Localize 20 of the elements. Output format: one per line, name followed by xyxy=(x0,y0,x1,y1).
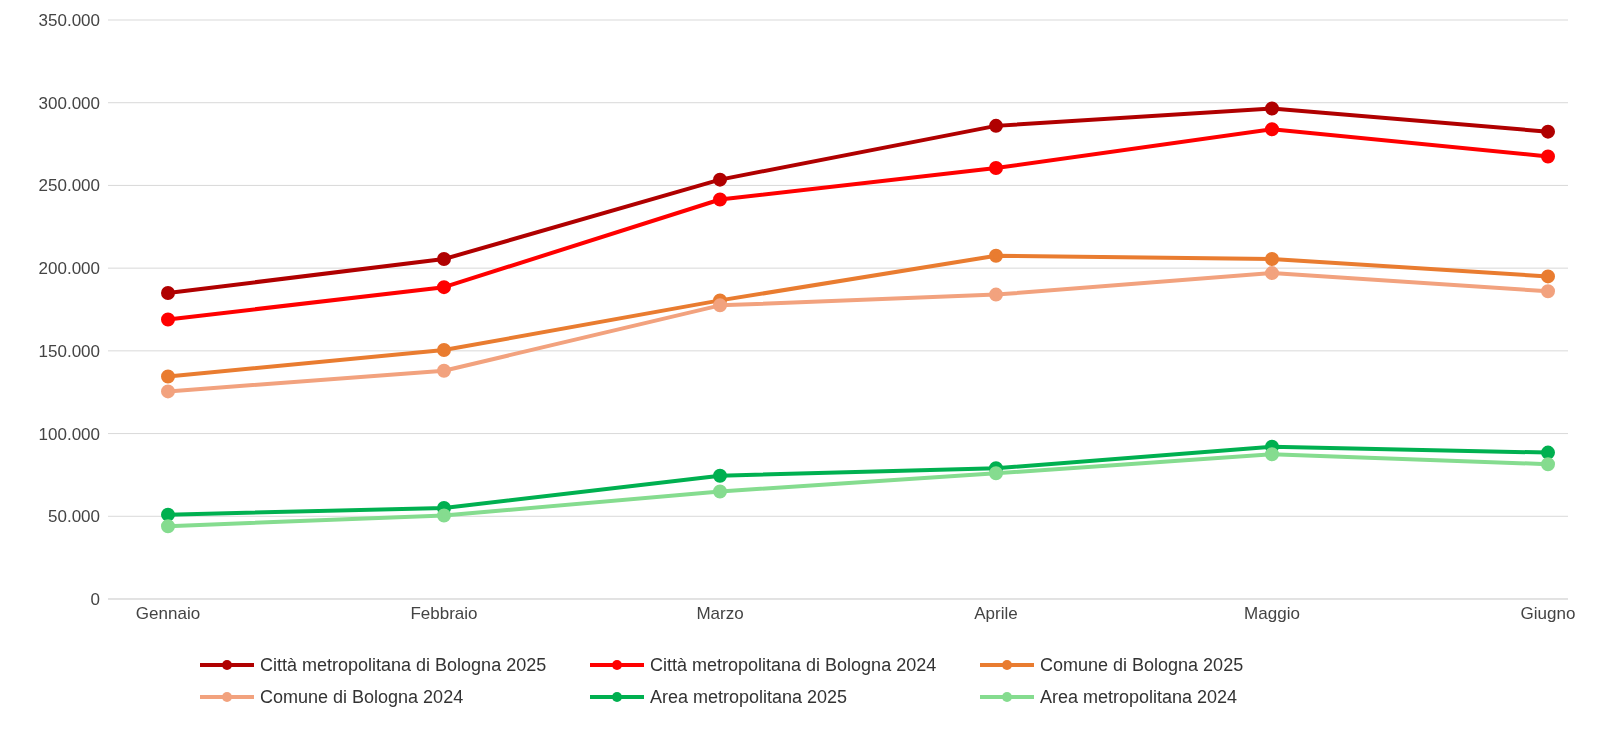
legend-label: Comune di Bologna 2024 xyxy=(260,686,464,709)
x-tick-label: Giugno xyxy=(1520,604,1576,624)
legend-label: Area metropolitana 2024 xyxy=(1040,686,1238,709)
legend-label: Città metropolitana di Bologna 2025 xyxy=(260,654,547,677)
y-tick-label: 100.000 xyxy=(38,424,100,444)
y-tick-label: 150.000 xyxy=(38,341,100,361)
y-tick-label: 250.000 xyxy=(38,176,100,196)
y-tick-label: 300.000 xyxy=(38,93,100,113)
x-tick-label: Aprile xyxy=(974,604,1018,624)
legend-label: Città metropolitana di Bologna 2024 xyxy=(650,654,937,677)
x-tick-label: Gennaio xyxy=(135,604,201,624)
x-tick-label: Marzo xyxy=(696,604,744,624)
x-tick-label: Febbraio xyxy=(410,604,478,624)
y-tick-label: 50.000 xyxy=(48,507,100,527)
legend-label: Area metropolitana 2025 xyxy=(650,686,848,709)
y-tick-label: 0 xyxy=(90,590,100,610)
x-tick-label: Maggio xyxy=(1244,604,1300,624)
legend-label: Comune di Bologna 2025 xyxy=(1040,654,1244,677)
y-tick-label: 200.000 xyxy=(38,259,100,279)
y-tick-label: 350.000 xyxy=(38,11,100,31)
